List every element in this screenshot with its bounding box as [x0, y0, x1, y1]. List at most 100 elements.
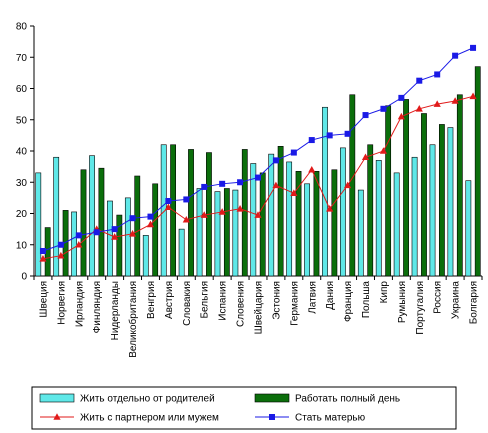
- point-partner: [361, 153, 370, 161]
- x-tick-label: Великобритания: [127, 281, 139, 358]
- bar-live-separately: [196, 188, 203, 277]
- y-tick-label: 50: [16, 115, 28, 126]
- y-tick-label: 80: [16, 22, 28, 33]
- x-tick-label: Ирландия: [74, 281, 85, 327]
- point-partner: [39, 255, 47, 262]
- point-partner: [254, 211, 262, 218]
- bar-full-time-work: [367, 144, 374, 277]
- point-mother: [344, 130, 351, 137]
- bar-full-time-work: [313, 171, 320, 277]
- bar-full-time-work: [331, 169, 338, 277]
- bar-full-time-work: [188, 149, 194, 277]
- bar-full-time-work: [98, 167, 105, 277]
- x-tick-label: Швеция: [38, 281, 49, 318]
- point-partner: [397, 112, 405, 120]
- point-mother: [290, 149, 297, 156]
- bar-full-time-work: [456, 94, 463, 277]
- bar-full-time-work: [403, 99, 409, 277]
- bar-full-time-work: [385, 105, 392, 277]
- point-partner: [469, 92, 477, 100]
- point-mother: [452, 52, 459, 59]
- legend-marker-mother: [269, 414, 275, 420]
- legend-swatch-live-separately: [39, 393, 75, 403]
- y-tick-label: 30: [16, 178, 28, 189]
- bar-full-time-work: [349, 94, 356, 277]
- bar-full-time-work: [152, 183, 159, 277]
- point-partner: [218, 208, 226, 215]
- x-tick-label: Португалия: [415, 281, 426, 335]
- point-mother: [39, 248, 46, 254]
- bar-live-separately: [232, 189, 239, 277]
- x-tick-label: Словения: [236, 281, 247, 327]
- point-partner: [415, 105, 423, 112]
- bar-full-time-work: [259, 172, 266, 277]
- point-mother: [129, 215, 136, 222]
- x-tick-label: Швейцария: [254, 281, 265, 334]
- bar-live-separately: [71, 211, 77, 277]
- bar-live-separately: [160, 144, 167, 277]
- y-tick-label: 60: [16, 84, 28, 95]
- point-partner: [451, 97, 459, 104]
- legend-marker-partner: [53, 413, 61, 420]
- bar-full-time-work: [241, 149, 248, 277]
- y-tick-label: 0: [21, 272, 27, 283]
- bar-live-separately: [447, 127, 454, 277]
- point-partner: [57, 251, 65, 259]
- x-tick-label: Испания: [218, 281, 229, 321]
- point-mother: [201, 183, 208, 190]
- x-tick-label: Франция: [343, 281, 354, 322]
- x-tick-label: Польша: [361, 281, 372, 319]
- bar-full-time-work: [295, 171, 302, 277]
- legend-box: [31, 386, 457, 430]
- point-partner: [164, 203, 172, 211]
- point-mother: [416, 77, 423, 84]
- bar-full-time-work: [80, 169, 87, 277]
- point-mother: [237, 179, 244, 186]
- point-mother: [272, 157, 279, 164]
- point-mother: [326, 132, 333, 139]
- x-tick-label: Латвия: [307, 281, 318, 314]
- legend-label-partner: Жить с партнером или мужем: [80, 413, 219, 424]
- point-mother: [380, 105, 387, 112]
- point-mother: [147, 213, 154, 220]
- legend: Жить отдельно от родителей Работать полны…: [31, 386, 457, 430]
- point-partner: [308, 165, 316, 173]
- bar-live-separately: [89, 155, 95, 277]
- point-partner: [236, 205, 244, 212]
- point-partner: [75, 240, 83, 248]
- point-partner: [200, 211, 208, 218]
- bar-live-separately: [214, 191, 221, 277]
- x-tick-label: Нидерланды: [110, 281, 121, 340]
- x-tick-label: Кипр: [379, 281, 390, 304]
- point-partner: [182, 215, 190, 223]
- bar-live-separately: [322, 106, 328, 277]
- bar-live-separately: [124, 197, 131, 277]
- point-mother: [219, 180, 226, 187]
- bar-full-time-work: [223, 188, 230, 277]
- point-mother: [165, 198, 172, 204]
- bar-live-separately: [250, 163, 257, 277]
- bar-live-separately: [465, 180, 472, 277]
- point-mother: [255, 174, 261, 181]
- legend-label-full-time-work: Работать полный день: [295, 393, 400, 405]
- bar-live-separately: [304, 183, 310, 277]
- legend-label-mother: Стать матерью: [295, 413, 366, 424]
- point-partner: [272, 181, 280, 189]
- bar-full-time-work: [116, 214, 123, 277]
- point-mother: [308, 137, 315, 144]
- point-mother: [57, 241, 64, 248]
- x-tick-label: Румыния: [397, 281, 408, 323]
- point-mother: [93, 229, 100, 236]
- x-tick-label: Норвегия: [56, 281, 67, 325]
- bar-live-separately: [375, 160, 382, 277]
- point-partner: [111, 233, 119, 240]
- y-tick-label: 20: [16, 209, 28, 220]
- bar-live-separately: [53, 156, 60, 277]
- point-mother: [75, 232, 82, 239]
- bar-live-separately: [429, 144, 436, 277]
- legend-label-live-separately: Жить отдельно от родителей: [80, 394, 215, 405]
- point-partner: [433, 100, 441, 107]
- bar-live-separately: [178, 228, 185, 277]
- x-tick-label: Словакия: [182, 281, 193, 326]
